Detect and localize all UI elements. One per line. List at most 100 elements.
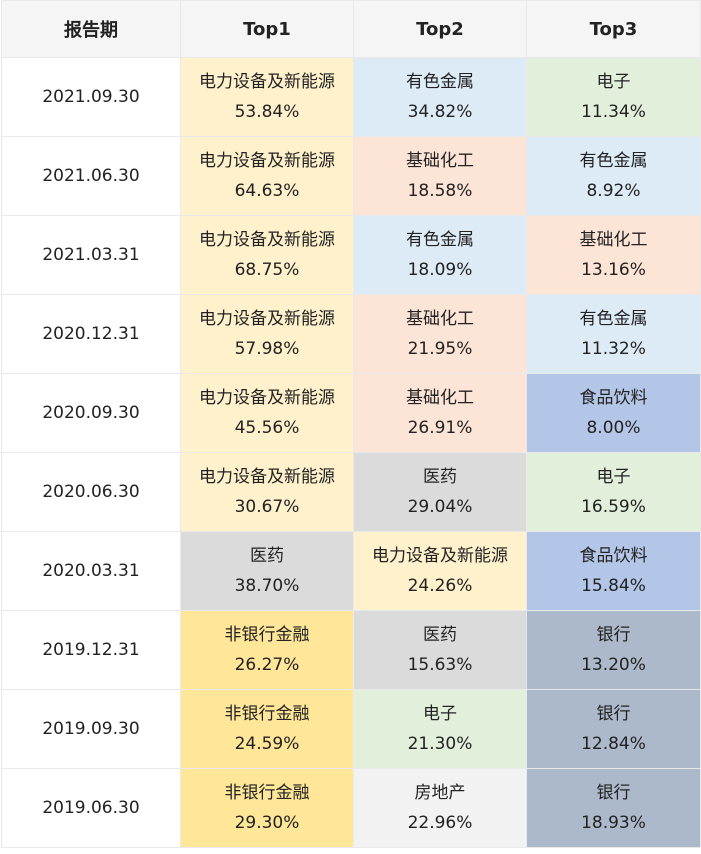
industry-name: 电力设备及新能源 [199,309,335,329]
report-date: 2021.09.30 [1,57,181,137]
industry-name: 电力设备及新能源 [199,230,335,250]
industry-weight: 38.70% [234,576,300,596]
industry-name: 有色金属 [406,72,474,92]
industry-name: 食品饮料 [579,546,648,566]
industry-weight: 16.59% [581,497,646,517]
header-report-period: 报告期 [1,0,181,58]
industry-weight: 15.63% [407,655,473,675]
report-date: 2020.06.30 [1,452,181,532]
top1-cell: 电力设备及新能源 64.63% [180,136,354,216]
table-row: 2020.06.30 电力设备及新能源 30.67% 医药 29.04% 电子 16.59% [1,452,701,532]
top3-cell: 食品饮料 15.84% [526,531,701,611]
report-date: 2019.06.30 [1,768,181,848]
industry-name: 电力设备及新能源 [199,72,335,92]
industry-weight: 29.30% [234,813,300,833]
top1-cell: 医药 38.70% [180,531,354,611]
top2-cell: 基础化工 18.58% [353,136,527,216]
table-row: 2019.12.31 非银行金融 26.27% 医药 15.63% 银行 13.20% [1,610,701,690]
report-date: 2020.03.31 [1,531,181,611]
table-row: 2020.12.31 电力设备及新能源 57.98% 基础化工 21.95% 有色金属 11… [1,294,701,374]
industry-weight: 26.91% [407,418,473,438]
top2-cell: 有色金属 18.09% [353,215,527,295]
industry-weight: 68.75% [234,260,300,280]
report-date: 2021.03.31 [1,215,181,295]
table-row: 2019.09.30 非银行金融 24.59% 电子 21.30% 银行 12.84% [1,689,701,769]
top1-cell: 电力设备及新能源 45.56% [180,373,354,453]
industry-name: 医药 [423,467,457,487]
industry-name: 电力设备及新能源 [199,151,335,171]
industry-name: 基础化工 [406,388,474,408]
header-top1: Top1 [180,0,354,58]
table-row: 2020.03.31 医药 38.70% 电力设备及新能源 24.26% 食品饮料 15.8… [1,531,701,611]
industry-name: 医药 [423,625,457,645]
industry-name: 电力设备及新能源 [372,546,508,566]
industry-weight: 45.56% [234,418,300,438]
industry-weight: 12.84% [581,734,646,754]
industry-name: 基础化工 [406,309,474,329]
report-date: 2020.09.30 [1,373,181,453]
table-row: 2021.03.31 电力设备及新能源 68.75% 有色金属 18.09% 基础化工 13… [1,215,701,295]
report-date: 2019.09.30 [1,689,181,769]
industry-name: 非银行金融 [224,783,310,803]
top1-cell: 非银行金融 29.30% [180,768,354,848]
header-top3: Top3 [526,0,701,58]
industry-name: 有色金属 [579,151,648,171]
industry-weight: 11.34% [581,102,646,122]
header-row: 报告期 Top1 Top2 Top3 [1,0,701,58]
industry-weight: 21.95% [407,339,473,359]
top3-cell: 银行 12.84% [526,689,701,769]
top2-cell: 基础化工 21.95% [353,294,527,374]
industry-name: 基础化工 [406,151,474,171]
top3-cell: 电子 11.34% [526,57,701,137]
top1-cell: 电力设备及新能源 30.67% [180,452,354,532]
top2-cell: 有色金属 34.82% [353,57,527,137]
industry-name: 电力设备及新能源 [199,467,335,487]
top3-cell: 基础化工 13.16% [526,215,701,295]
industry-name: 银行 [596,783,631,803]
industry-name: 银行 [596,625,631,645]
table-row: 2021.09.30 电力设备及新能源 53.84% 有色金属 34.82% 电子 11.3… [1,57,701,137]
industry-weight: 18.09% [407,260,473,280]
industry-weight: 57.98% [234,339,300,359]
report-date: 2020.12.31 [1,294,181,374]
industry-name: 有色金属 [406,230,474,250]
industry-name: 基础化工 [579,230,648,250]
industry-weight: 34.82% [407,102,473,122]
industry-weight: 8.00% [586,418,641,438]
industry-weight: 8.92% [586,181,641,201]
industry-weight: 13.20% [581,655,646,675]
table-row: 2020.09.30 电力设备及新能源 45.56% 基础化工 26.91% 食品饮料 8.… [1,373,701,453]
industry-weight: 29.04% [407,497,473,517]
industry-weight: 64.63% [234,181,300,201]
industry-name: 房地产 [414,783,466,803]
industry-weight: 11.32% [581,339,646,359]
report-date: 2021.06.30 [1,136,181,216]
top2-cell: 电子 21.30% [353,689,527,769]
top2-cell: 医药 15.63% [353,610,527,690]
industry-weight: 24.59% [234,734,300,754]
industry-name: 电子 [596,467,631,487]
industry-weight: 22.96% [407,813,473,833]
industry-weight: 30.67% [234,497,300,517]
report-date: 2019.12.31 [1,610,181,690]
industry-name: 有色金属 [579,309,648,329]
top1-cell: 非银行金融 26.27% [180,610,354,690]
industry-name: 电力设备及新能源 [199,388,335,408]
top2-cell: 电力设备及新能源 24.26% [353,531,527,611]
industry-weight: 21.30% [407,734,473,754]
table-row: 2019.06.30 非银行金融 29.30% 房地产 22.96% 银行 18.93% [1,768,701,848]
industry-weight: 26.27% [234,655,300,675]
industry-weight: 53.84% [234,102,300,122]
top1-cell: 电力设备及新能源 53.84% [180,57,354,137]
industry-weight: 18.93% [581,813,646,833]
industry-name: 非银行金融 [224,625,310,645]
industry-name: 电子 [596,72,631,92]
top3-cell: 银行 13.20% [526,610,701,690]
header-top2: Top2 [353,0,527,58]
top3-cell: 有色金属 11.32% [526,294,701,374]
industry-weight: 13.16% [581,260,646,280]
top3-cell: 食品饮料 8.00% [526,373,701,453]
top2-cell: 房地产 22.96% [353,768,527,848]
top1-cell: 非银行金融 24.59% [180,689,354,769]
